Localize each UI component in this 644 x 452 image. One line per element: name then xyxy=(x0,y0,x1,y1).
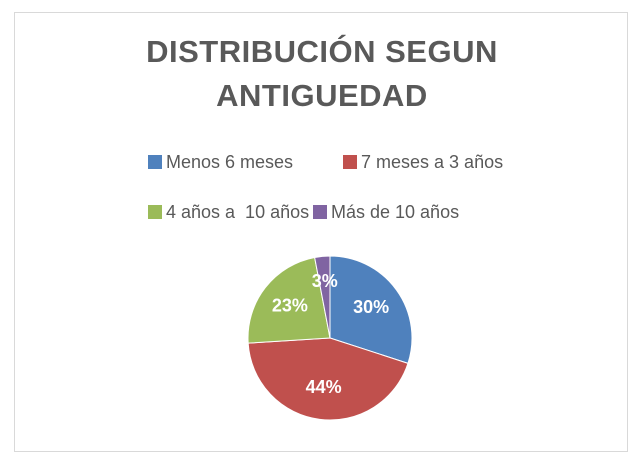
legend-swatch xyxy=(148,205,162,219)
pie-slice xyxy=(314,255,331,339)
pie-slice xyxy=(329,255,413,364)
data-label: 44% xyxy=(306,377,342,397)
pie-slice xyxy=(247,337,409,421)
legend-swatch xyxy=(148,155,162,169)
data-label: 23% xyxy=(272,296,308,316)
legend-label: 4 años a 10 años xyxy=(166,202,309,222)
legend-swatch xyxy=(343,155,357,169)
legend-label: Menos 6 meses xyxy=(166,152,293,172)
chart-title: DISTRIBUCIÓN SEGUN ANTIGUEDAD xyxy=(146,34,498,113)
pie-slice xyxy=(247,256,331,344)
data-label: 30% xyxy=(353,297,389,317)
legend-label: Más de 10 años xyxy=(331,202,459,222)
data-label: 3% xyxy=(312,271,338,291)
legend-label: 7 meses a 3 años xyxy=(361,152,503,172)
legend-swatch xyxy=(313,205,327,219)
